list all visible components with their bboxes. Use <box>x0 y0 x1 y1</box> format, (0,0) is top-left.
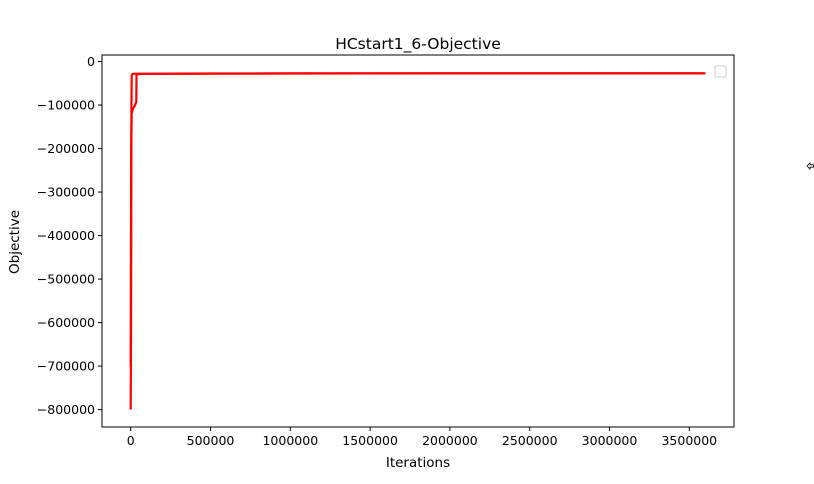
x-tick-label: 500000 <box>187 433 235 448</box>
y-tick-label: −500000 <box>37 272 95 287</box>
axis-ticks: 0 500000 1000000 1500000 2000000 2500000 30000… <box>37 54 717 448</box>
x-tick-label: 1000000 <box>262 433 318 448</box>
y-tick-label: −300000 <box>37 185 95 200</box>
y-axis-label: Objective <box>7 210 23 274</box>
x-tick-label: 2500000 <box>502 433 558 448</box>
series-layer <box>129 72 706 410</box>
y-tick-label: 0 <box>87 54 95 69</box>
y-tick-label: −400000 <box>37 228 95 243</box>
y-tick-label: −100000 <box>37 98 95 113</box>
y-tick-label: −800000 <box>37 402 95 417</box>
series-line-2 <box>129 72 706 367</box>
y-tick-label: −200000 <box>37 141 95 156</box>
x-tick-label: 3500000 <box>661 433 717 448</box>
x-axis-label: Iterations <box>386 455 450 471</box>
plot-area <box>101 54 735 428</box>
legend-box <box>714 65 727 78</box>
x-tick-label: 0 <box>127 433 135 448</box>
y-tick-label: −700000 <box>37 359 95 374</box>
chart-title: HCstart1_6-Objective <box>335 35 501 54</box>
x-tick-label: 2000000 <box>422 433 478 448</box>
x-tick-label: 3000000 <box>582 433 638 448</box>
y-tick-label: −600000 <box>37 315 95 330</box>
navigation-arrow-icon[interactable] <box>806 162 814 170</box>
x-tick-label: 1500000 <box>342 433 398 448</box>
